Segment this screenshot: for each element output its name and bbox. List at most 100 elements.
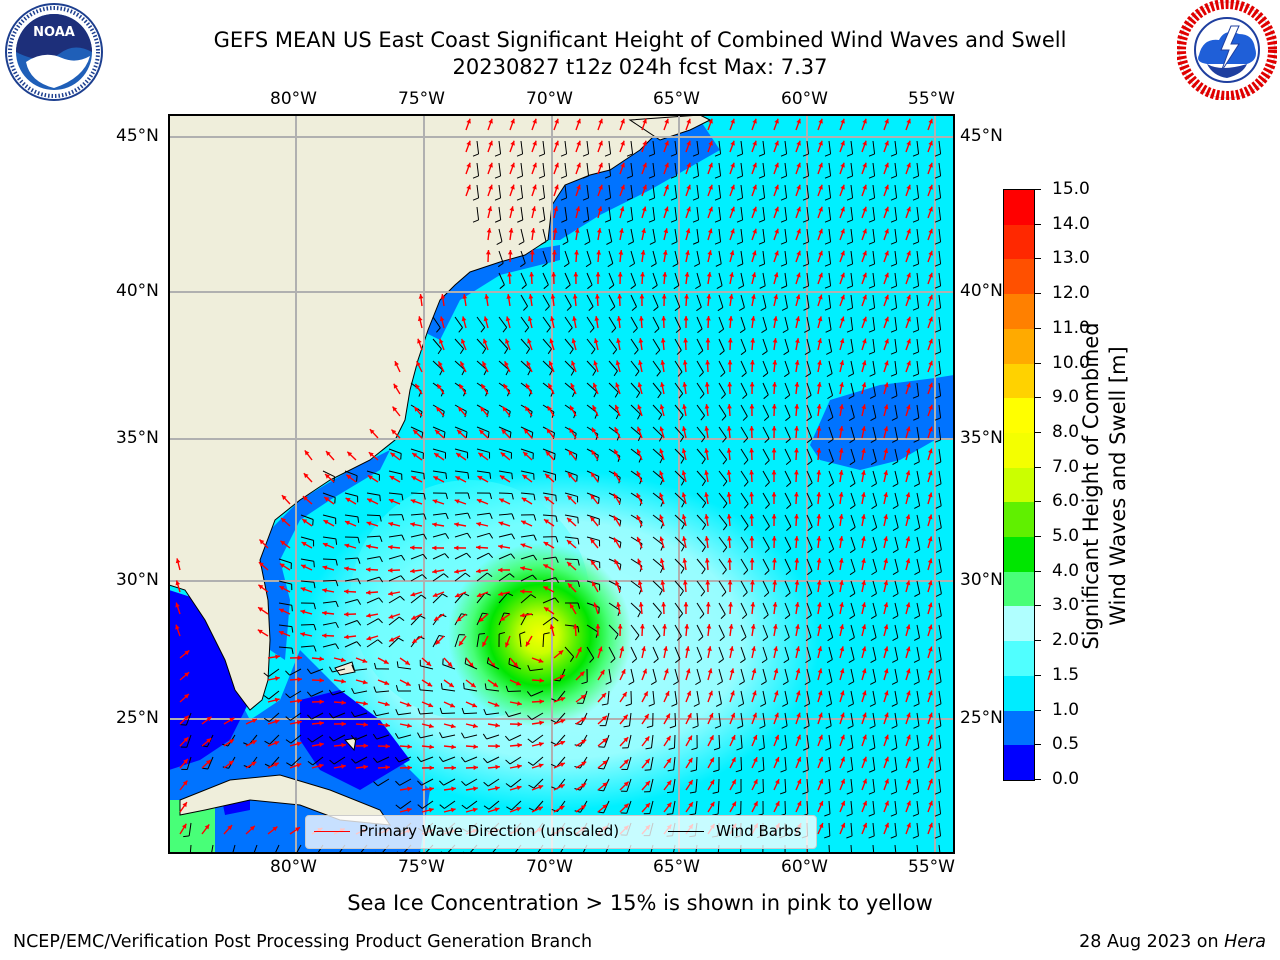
wind-barb [938,580,942,594]
wind-barb [784,404,791,418]
wind-barb-feather [335,580,339,587]
wind-barb [410,615,421,626]
wave-direction-arrowhead [363,743,368,749]
wind-barb-feather [890,285,897,289]
wind-barb-feather [934,241,941,245]
wind-barb-feather [487,431,490,438]
wave-direction-arrowhead [508,228,514,233]
wind-barb-feather [826,659,833,664]
wind-barb [894,536,899,550]
wind-barb-feather [934,285,941,289]
wave-direction-arrowhead [389,476,395,481]
wave-direction-arrowhead [796,118,801,124]
wind-barb [828,756,832,770]
wind-barb [344,470,358,477]
wind-barb-feather [935,461,942,465]
wave-direction-arrowhead [544,607,550,612]
wind-barb [322,621,336,626]
wind-barb [894,646,899,660]
wave-direction-arrowhead [486,228,492,233]
wind-barb-feather [714,153,721,157]
wave-direction-arrowhead [927,514,933,520]
wind-barb [718,316,725,330]
wind-barb-feather [846,307,853,311]
wind-barb-feather [698,371,704,377]
wave-direction-arrowhead [638,316,644,321]
wind-barb [300,645,314,648]
wave-direction-arrowhead [751,646,756,652]
colorbar-tick-mark [1035,258,1041,260]
wave-direction-arrowhead [928,338,933,344]
wave-direction-arrowhead [410,568,415,574]
wind-barb [520,184,524,198]
wind-barb [410,513,424,516]
wind-barb [872,404,877,418]
colorbar-tick-mark [1035,674,1041,676]
wind-barb [916,668,920,682]
wind-barb-feather [892,637,899,641]
wind-barb-feather [806,614,812,620]
wave-direction-arrowhead [772,624,778,629]
wind-barb-feather [912,351,919,355]
wind-barb [432,338,442,350]
wave-direction-arrowhead [569,428,574,434]
wave-direction-arrowhead [840,822,846,828]
wave-direction-arrowhead [906,250,911,256]
wind-barb [806,668,811,682]
wave-direction-arrowhead [524,429,529,434]
wave-direction-arrowhead [538,741,544,747]
wave-direction-arrowhead [525,383,531,389]
wave-direction-arrowhead [300,609,306,615]
wind-barb [938,822,942,836]
wave-direction-arrowhead [862,228,867,234]
wind-barb [696,558,706,570]
wave-direction-arrowhead [595,624,601,629]
wind-barb [696,250,701,264]
wind-barb-feather [504,735,510,741]
wind-barb [268,690,280,700]
wind-barb-feather [849,482,856,488]
wind-barb [674,426,685,438]
wind-barb-feather [568,327,573,333]
wind-barb-feather [824,219,831,223]
wave-direction-arrowhead [684,294,689,299]
wind-barb-feather [934,395,941,399]
lon-label-top: 80°W [270,89,317,109]
wind-barb [938,712,942,726]
wave-direction-arrowhead [883,536,889,542]
wave-direction-arrowhead [571,360,576,366]
wind-barb [916,624,921,638]
wind-barb [674,470,685,481]
wind-barb-feather [935,549,942,553]
wind-barb-feather [592,370,597,376]
wave-direction-arrowhead [771,448,777,453]
wind-barb-feather [760,307,767,311]
wave-direction-arrowhead [547,405,552,411]
colorbar-swatch [1004,606,1034,642]
wind-barb [290,734,302,744]
wind-barb [344,641,358,648]
wind-barb [463,712,478,715]
wind-barb [938,756,942,770]
wind-barb [806,206,810,220]
wind-barb-feather [758,241,765,245]
wind-barb-feather [871,505,877,510]
wave-direction-arrowhead [750,602,756,607]
wave-direction-arrowhead [662,272,668,277]
wave-direction-arrowhead [259,539,265,545]
wind-barb [740,668,745,682]
wave-direction-arrowhead [839,668,845,674]
wind-barb-feather [760,681,767,686]
wind-barb-feather [780,219,787,223]
wave-direction-arrowhead [773,646,778,652]
wind-barb [652,602,662,614]
wind-barb [894,734,898,748]
wind-barb-feather [786,482,792,488]
wind-barb [586,206,590,220]
wave-direction-arrowhead [205,759,211,765]
wind-barb [674,404,684,416]
wind-barb [344,578,358,582]
wave-direction-arrowhead [686,184,691,190]
wind-barb-feather [912,791,919,795]
wave-direction-arrowhead [726,514,732,519]
